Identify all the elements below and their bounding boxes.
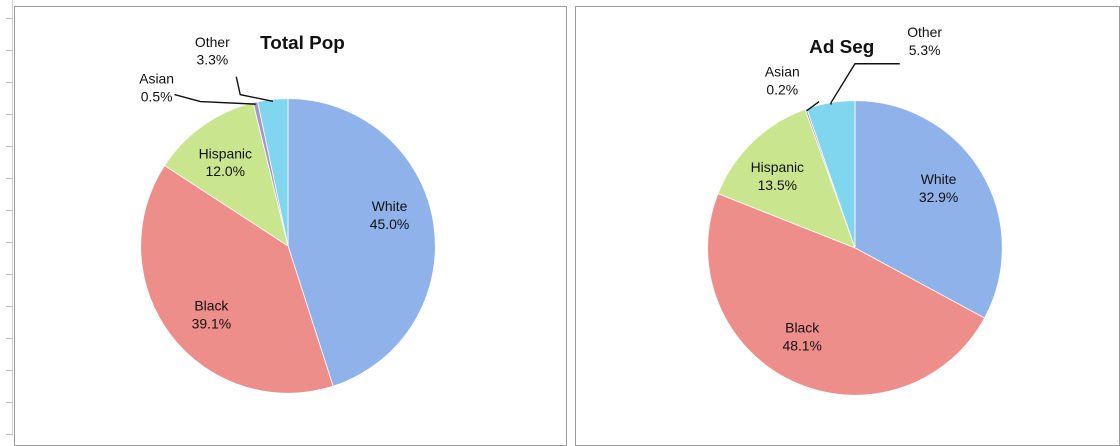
pie-slice-white [854, 100, 1003, 319]
slice-label-other: Other 5.3% [907, 24, 942, 58]
ruler-tick [6, 50, 12, 51]
ruler-tick [6, 274, 12, 275]
ruler-tick [6, 338, 12, 339]
slice-label-black: Black 39.1% [192, 298, 231, 332]
ruler-tick [6, 242, 12, 243]
slice-label-hispanic: Hispanic 13.5% [751, 159, 804, 193]
ruler-tick [6, 402, 12, 403]
pie-slice-hispanic [717, 108, 856, 249]
chart-panel-total-pop: White 45.0% Black 39.1% Hispanic 12.0% Asian 0.… [14, 6, 567, 446]
slice-label-asian: Asian 0.5% [139, 71, 174, 105]
pie-slice-other [257, 98, 289, 246]
leader-line-other [830, 63, 900, 105]
pie-slice-black [140, 164, 334, 394]
pie-chart-total-pop: White 45.0% Black 39.1% Hispanic 12.0% Asian 0.… [139, 33, 436, 394]
ruler-tick [6, 370, 12, 371]
slice-label-other: Other 3.3% [195, 34, 230, 68]
slice-label-hispanic: Hispanic 12.0% [199, 145, 252, 179]
leader-line-asian [174, 93, 256, 105]
pie-slice-black [707, 193, 986, 396]
slice-label-white: White 32.9% [919, 171, 958, 205]
ruler-tick [6, 306, 12, 307]
ruler-tick [6, 114, 12, 115]
leader-line-other [235, 76, 274, 103]
leader-line-asian [806, 101, 820, 112]
chart-panel-ad-seg: White 32.9% Black 48.1% Hispanic 13.5% Asian 0.… [575, 6, 1120, 446]
ruler-tick [6, 178, 12, 179]
slice-label-asian: Asian 0.2% [765, 64, 800, 98]
ruler-tick [6, 146, 12, 147]
ruler-tick [6, 82, 12, 83]
ruler-tick [6, 210, 12, 211]
slice-label-black: Black 48.1% [782, 320, 821, 354]
ruler-tick [6, 18, 12, 19]
pie-slice-white [287, 98, 436, 387]
chart-title: Total Pop [260, 33, 345, 54]
pie-chart-ad-seg: White 32.9% Black 48.1% Hispanic 13.5% Asian 0.… [707, 24, 1003, 396]
spreadsheet-ruler [0, 0, 13, 436]
ruler-tick [6, 434, 12, 435]
chart-title: Ad Seg [809, 37, 874, 58]
slice-label-white: White 45.0% [370, 198, 409, 232]
